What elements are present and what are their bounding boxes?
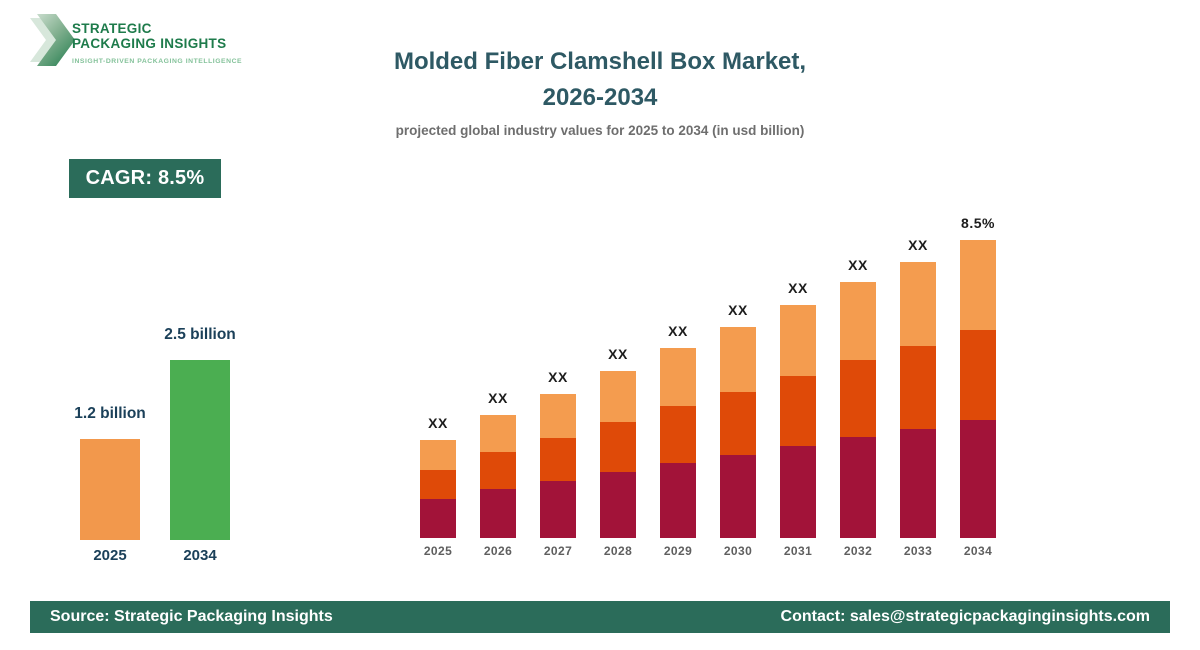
bar-year-label: 2026 [483,544,513,558]
logo: STRATEGIC PACKAGING INSIGHTS INSIGHT-DRI… [30,14,290,70]
segment-bottom [780,446,816,538]
segment-top [900,262,936,346]
stacked-bar-group: XX 2025 [420,415,456,558]
segment-top [780,305,816,376]
bar-year-label: 2032 [843,544,873,558]
segment-middle [480,452,516,489]
segment-bottom [420,499,456,538]
stacked-bar-group: XX 2028 [600,346,636,558]
mini-chart: 1.2 billion 2025 2.5 billion 2034 [74,324,235,564]
segment-middle [540,438,576,481]
segment-top [840,282,876,360]
mini-bar-year-label: 2025 [93,547,127,564]
logo-line2: PACKAGING INSIGHTS [72,36,227,51]
bar-year-label: 2029 [663,544,693,558]
mini-bar [80,439,140,540]
bar-year-label: 2031 [783,544,813,558]
segment-top [420,440,456,470]
stacked-bar-group: 8.5% 2034 [960,215,996,558]
stacked-bar-group: XX 2026 [480,390,516,558]
segment-middle [720,392,756,455]
stacked-bar-group: XX 2030 [720,302,756,558]
segment-middle [960,330,996,420]
segment-top [540,394,576,438]
segment-bottom [720,455,756,538]
segment-bottom [600,472,636,538]
stacked-bar-group: XX 2029 [660,323,696,558]
bar-year-label: 2025 [423,544,453,558]
bar-annotation: XX [488,390,508,406]
bar-year-label: 2027 [543,544,573,558]
mini-bar-value-label: 1.2 billion [74,405,146,422]
contact-text: Contact: sales@strategicpackaginginsight… [780,608,1150,625]
footer-bar: Source: Strategic Packaging Insights Con… [30,601,1170,633]
segment-top [720,327,756,392]
segment-top [660,348,696,406]
stacked-bar-group: XX 2032 [840,257,876,558]
bar-year-label: 2028 [603,544,633,558]
bar-annotation: XX [788,280,808,296]
segment-middle [420,470,456,499]
stacked-bar-group: XX 2031 [780,280,816,558]
segment-middle [900,346,936,429]
logo-text: STRATEGIC PACKAGING INSIGHTS INSIGHT-DRI… [72,21,242,65]
stacked-bar-group: XX 2033 [900,237,936,558]
segment-bottom [900,429,936,538]
bar-annotation: XX [908,237,928,253]
segment-top [960,240,996,330]
segment-bottom [840,437,876,538]
mini-bar-group: 1.2 billion 2025 [74,324,145,564]
cagr-badge: CAGR: 8.5% [69,159,221,198]
segment-bottom [660,463,696,538]
segment-top [480,415,516,452]
bar-annotation: 8.5% [961,215,995,231]
double-chevron-right-icon [30,14,78,66]
segment-middle [600,422,636,472]
page-title-line2: 2026-2034 [542,84,658,111]
stacked-bar-group: XX 2027 [540,369,576,558]
segment-middle [780,376,816,446]
page-title-line1: Molded Fiber Clamshell Box Market, [393,48,807,75]
header: Molded Fiber Clamshell Box Market, 2026-… [0,44,1200,138]
segment-middle [840,360,876,437]
mini-bar-value-label: 2.5 billion [164,326,236,343]
mini-bar-year-label: 2034 [183,547,217,564]
page-subtitle: projected global industry values for 202… [395,123,805,138]
segment-bottom [960,420,996,538]
segment-bottom [540,481,576,538]
segment-bottom [480,489,516,538]
bar-year-label: 2030 [723,544,753,558]
bar-year-label: 2034 [963,544,993,558]
logo-tagline: INSIGHT-DRIVEN PACKAGING INTELLIGENCE [72,58,243,65]
bar-annotation: XX [428,415,448,431]
bar-annotation: XX [608,346,628,362]
bar-annotation: XX [668,323,688,339]
bar-annotation: XX [848,257,868,273]
segment-middle [660,406,696,463]
main-chart: XX 2025 XX 2026 XX 2027 XX 2028 XX 2029 XX 2030 XX 20… [420,200,996,558]
bar-year-label: 2033 [903,544,933,558]
bar-annotation: XX [548,369,568,385]
logo-line1: STRATEGIC [72,21,152,36]
mini-bar-group: 2.5 billion 2034 [164,324,235,564]
mini-bar [170,360,230,540]
segment-top [600,371,636,422]
source-text: Source: Strategic Packaging Insights [50,608,333,625]
bar-annotation: XX [728,302,748,318]
